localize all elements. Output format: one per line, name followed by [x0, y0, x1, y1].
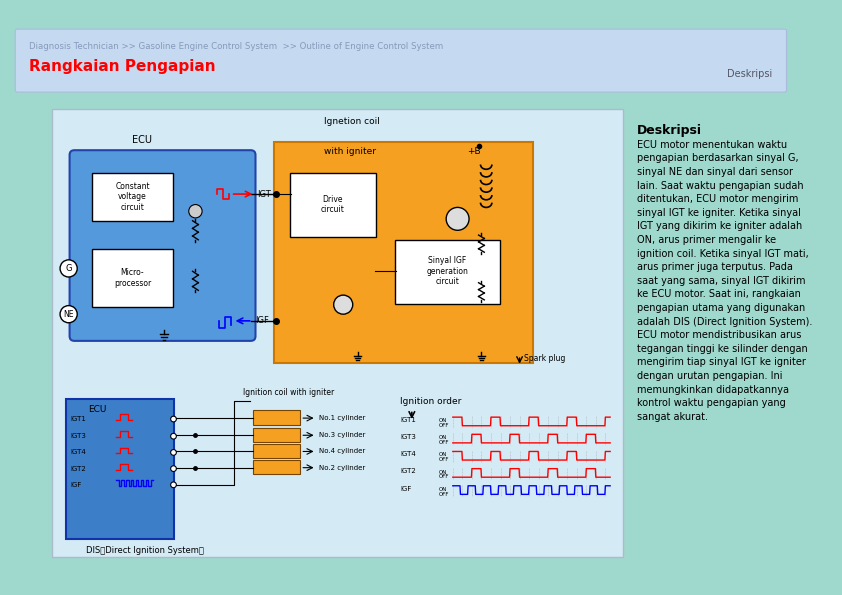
Text: IGT: IGT: [258, 190, 271, 199]
Circle shape: [446, 208, 469, 230]
Text: ON: ON: [439, 436, 447, 440]
Text: IGF: IGF: [401, 486, 412, 491]
Text: ON: ON: [439, 418, 447, 423]
Text: +B: +B: [467, 148, 481, 156]
FancyBboxPatch shape: [253, 460, 301, 474]
FancyBboxPatch shape: [290, 173, 376, 237]
Text: Micro-
processor: Micro- processor: [114, 268, 151, 287]
Circle shape: [171, 466, 176, 471]
Text: Sinyal IGF
generation
circuit: Sinyal IGF generation circuit: [426, 256, 468, 286]
Text: with igniter: with igniter: [324, 148, 376, 156]
Text: Spark plug: Spark plug: [525, 355, 566, 364]
Text: ON: ON: [439, 487, 447, 491]
FancyBboxPatch shape: [253, 411, 301, 425]
Text: ON: ON: [439, 452, 447, 458]
Text: Deskripsi: Deskripsi: [727, 69, 772, 79]
Circle shape: [60, 306, 77, 322]
Text: ON: ON: [439, 469, 447, 475]
Text: IGT4: IGT4: [401, 452, 416, 458]
Text: IGT2: IGT2: [71, 466, 86, 472]
Circle shape: [60, 260, 77, 277]
Circle shape: [333, 295, 353, 314]
Text: IGT4: IGT4: [71, 449, 86, 455]
FancyBboxPatch shape: [274, 142, 533, 363]
FancyBboxPatch shape: [93, 249, 173, 306]
Text: Ignition coil with igniter: Ignition coil with igniter: [243, 388, 334, 397]
Text: Ignetion coil: Ignetion coil: [324, 117, 380, 126]
Text: Ignition order: Ignition order: [401, 397, 461, 406]
Text: No.2 cylinder: No.2 cylinder: [319, 465, 365, 471]
Text: OFF: OFF: [439, 423, 449, 428]
FancyBboxPatch shape: [15, 29, 786, 92]
Text: IGT1: IGT1: [401, 417, 416, 423]
Text: DIS（Direct Ignition System）: DIS（Direct Ignition System）: [86, 546, 204, 555]
Text: IGF: IGF: [71, 482, 82, 488]
Text: Constant
voltage
circuit: Constant voltage circuit: [115, 182, 150, 212]
Circle shape: [171, 450, 176, 455]
FancyBboxPatch shape: [52, 109, 622, 558]
Text: No.1 cylinder: No.1 cylinder: [319, 415, 365, 421]
Text: IGT1: IGT1: [71, 416, 87, 422]
Text: IGT2: IGT2: [401, 468, 416, 474]
Circle shape: [189, 205, 202, 218]
FancyBboxPatch shape: [93, 173, 173, 221]
Text: No.3 cylinder: No.3 cylinder: [319, 432, 365, 439]
Text: ECU motor menentukan waktu
pengapian berdasarkan sinyal G,
sinyal NE dan sinyal : ECU motor menentukan waktu pengapian ber…: [637, 140, 813, 422]
Text: Rangkaian Pengapian: Rangkaian Pengapian: [29, 59, 216, 74]
Text: OFF: OFF: [439, 440, 449, 445]
Text: Drive
circuit: Drive circuit: [321, 195, 344, 214]
Text: OFF: OFF: [439, 491, 449, 496]
Text: No.4 cylinder: No.4 cylinder: [319, 449, 365, 455]
FancyBboxPatch shape: [70, 150, 255, 341]
Circle shape: [171, 416, 176, 422]
Text: ECU: ECU: [131, 136, 152, 145]
Text: IGT3: IGT3: [71, 433, 87, 439]
FancyBboxPatch shape: [66, 399, 174, 539]
Text: Deskripsi: Deskripsi: [637, 124, 702, 136]
Text: OFF: OFF: [439, 474, 449, 480]
Text: Diagnosis Technician >> Gasoline Engine Control System  >> Outline of Engine Con: Diagnosis Technician >> Gasoline Engine …: [29, 42, 443, 52]
FancyBboxPatch shape: [253, 444, 301, 458]
Text: OFF: OFF: [439, 457, 449, 462]
Text: IGT3: IGT3: [401, 434, 416, 440]
Text: NE: NE: [63, 309, 74, 319]
Circle shape: [171, 433, 176, 439]
Text: IGF: IGF: [255, 317, 269, 325]
Circle shape: [171, 482, 176, 488]
Text: G: G: [66, 264, 72, 273]
FancyBboxPatch shape: [253, 428, 301, 442]
Text: ECU: ECU: [88, 405, 106, 414]
FancyBboxPatch shape: [395, 240, 499, 303]
